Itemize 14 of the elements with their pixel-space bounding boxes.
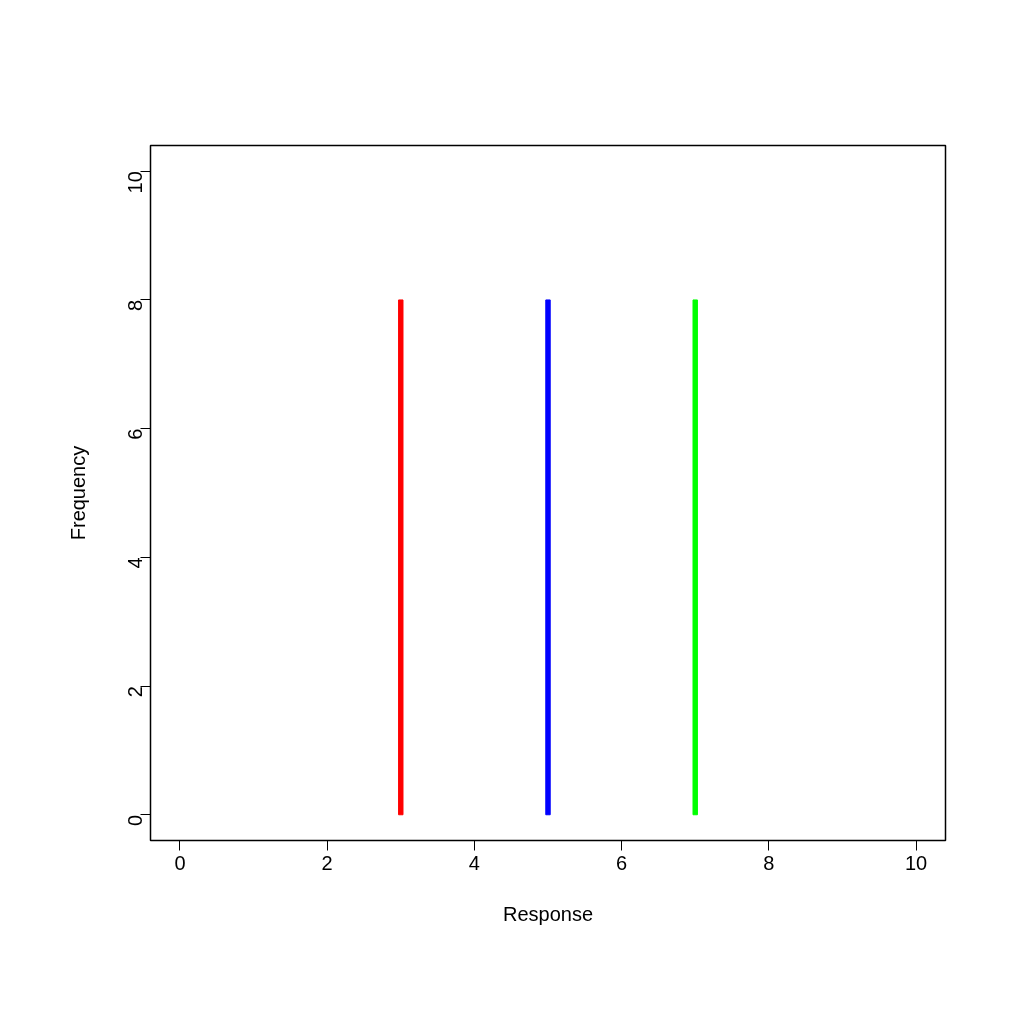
x-tick-label: 10 bbox=[904, 851, 928, 874]
x-tick-label: 8 bbox=[763, 851, 775, 874]
y-tick-label: 4 bbox=[124, 557, 147, 569]
x-tick-label: 6 bbox=[616, 851, 628, 874]
y-tick-label: 8 bbox=[124, 299, 147, 312]
x-tick-label: 0 bbox=[174, 851, 186, 874]
y-tick-label: 0 bbox=[124, 814, 147, 826]
y-tick-label: 10 bbox=[124, 171, 147, 194]
y-tick-label: 2 bbox=[124, 686, 147, 698]
y-tick-label: 6 bbox=[124, 428, 147, 440]
x-tick-label: 2 bbox=[321, 851, 333, 874]
x-axis-title: Response bbox=[502, 902, 594, 925]
x-tick-label: 4 bbox=[468, 851, 480, 874]
y-axis-title: Frequency bbox=[66, 445, 89, 541]
